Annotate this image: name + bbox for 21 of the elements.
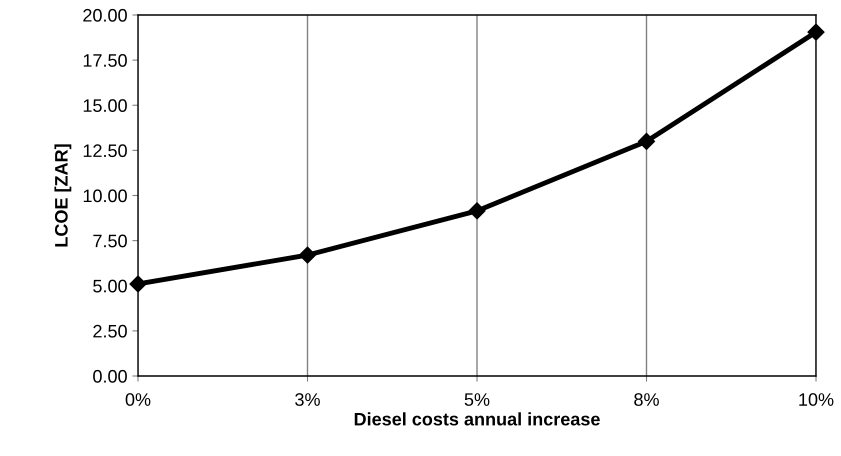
point — [298, 246, 316, 264]
x-tick-label: 3% — [295, 393, 320, 406]
y-tick-label: 2.50 — [93, 324, 127, 338]
y-axis-title: LCOE [ZAR] — [54, 144, 72, 246]
y-tick-label: 12.50 — [84, 144, 127, 158]
y-tick-label: 17.50 — [84, 54, 127, 67]
x-tick-label: 8% — [634, 393, 659, 406]
point — [638, 132, 656, 150]
point — [807, 24, 825, 41]
x-tick-label: 10% — [799, 393, 834, 406]
y-tick-label: 20.00 — [83, 8, 127, 22]
y-tick-label: 0.00 — [93, 370, 127, 383]
point — [468, 202, 486, 220]
x-tick-label: 0% — [126, 393, 150, 406]
x-tick-label: 5% — [464, 393, 490, 406]
point — [129, 275, 147, 292]
y-tick-label: 7.50 — [93, 234, 127, 248]
y-tick-label: 15.00 — [84, 99, 127, 112]
y-tick-label: 10.00 — [84, 189, 127, 202]
x-axis-title: Diesel costs annual increase — [354, 412, 600, 426]
y-tick-label: 5.00 — [93, 280, 127, 292]
